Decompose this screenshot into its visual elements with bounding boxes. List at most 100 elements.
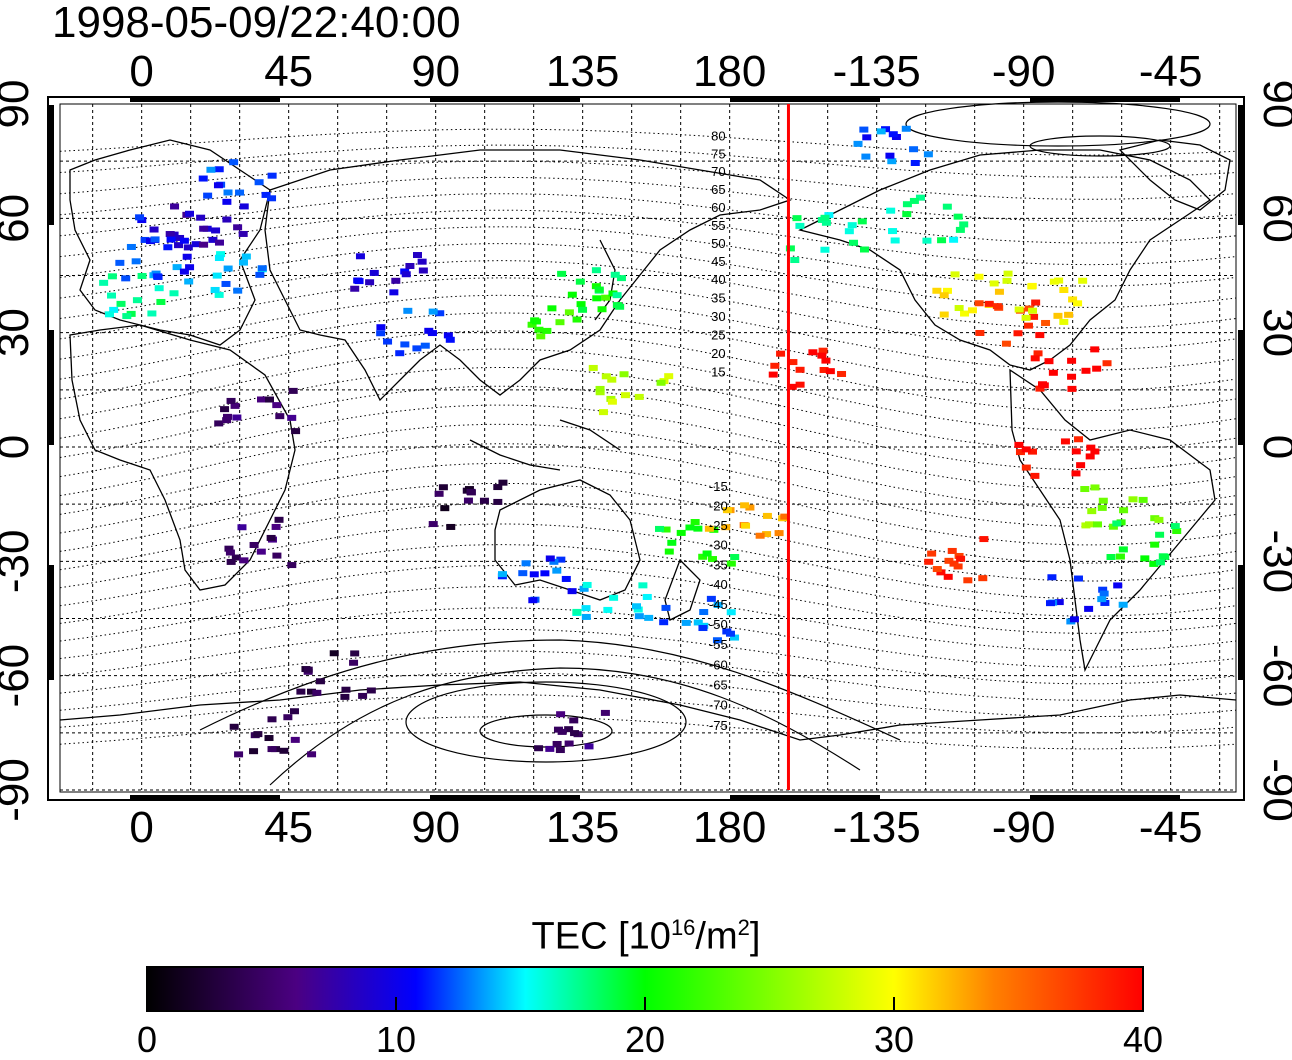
tec-cell bbox=[267, 172, 277, 179]
tec-cell bbox=[699, 609, 709, 616]
tec-cell bbox=[229, 723, 239, 730]
tec-cell bbox=[279, 747, 289, 754]
tec-cell bbox=[932, 566, 942, 573]
lat-tick-label: 0 bbox=[1254, 435, 1292, 459]
tec-cell bbox=[99, 279, 109, 286]
tec-cell bbox=[953, 563, 963, 570]
tec-cell bbox=[730, 554, 740, 561]
tec-cell bbox=[1102, 360, 1112, 367]
magnetic-contour bbox=[59, 650, 1237, 701]
tec-cell bbox=[634, 613, 644, 620]
tec-cell bbox=[239, 557, 249, 564]
tec-cell bbox=[531, 318, 541, 325]
tec-cell bbox=[1172, 528, 1182, 535]
tec-cell bbox=[255, 271, 265, 278]
tec-cell bbox=[206, 166, 216, 173]
lat-tick-label: 60 bbox=[1254, 194, 1292, 243]
magnetic-contour bbox=[59, 366, 1237, 451]
tec-cell bbox=[109, 306, 119, 313]
tec-cell bbox=[994, 288, 1004, 295]
colorbar-title: TEC [1016/m2] bbox=[531, 915, 761, 958]
tec-cell bbox=[498, 479, 508, 486]
tec-cell bbox=[664, 373, 674, 380]
top-axis-ticks: 0 45 90 135 180 -135 -90 -45 bbox=[129, 47, 1202, 96]
tec-cell bbox=[819, 366, 829, 373]
tec-cell bbox=[145, 238, 155, 245]
tec-cell bbox=[886, 207, 896, 214]
tec-cell bbox=[340, 693, 350, 700]
contour-label: 65 bbox=[711, 182, 725, 197]
magnetic-contour bbox=[59, 243, 1237, 308]
tec-cell bbox=[1001, 340, 1011, 347]
tec-cell bbox=[795, 366, 805, 373]
tec-cell bbox=[817, 352, 827, 359]
contour-label: -70 bbox=[709, 698, 728, 713]
tec-cell bbox=[1084, 605, 1094, 612]
tec-cell bbox=[234, 751, 244, 758]
tec-cell bbox=[1149, 560, 1159, 567]
tec-cell bbox=[821, 357, 831, 364]
tec-cell bbox=[1098, 497, 1108, 504]
tec-cell bbox=[289, 708, 299, 715]
magnetic-contour bbox=[59, 462, 1237, 546]
tec-cell bbox=[1039, 382, 1049, 389]
colorbar-ticks bbox=[395, 997, 895, 1011]
tec-cell bbox=[915, 194, 925, 201]
tec-cell bbox=[1080, 486, 1090, 493]
contour-label: -30 bbox=[709, 538, 728, 553]
tec-cell bbox=[211, 227, 221, 234]
tec-cell bbox=[638, 582, 648, 589]
tec-cell bbox=[713, 601, 723, 608]
tec-cell bbox=[597, 306, 607, 313]
tec-cell bbox=[479, 497, 489, 504]
tec-cell bbox=[861, 153, 871, 160]
tec-cell bbox=[257, 265, 267, 272]
tec-cell bbox=[557, 270, 567, 277]
tec-cell bbox=[233, 224, 243, 231]
tec-cell bbox=[1064, 311, 1074, 318]
tec-cell bbox=[1014, 306, 1024, 313]
tec-cell bbox=[287, 414, 297, 421]
tec-cell bbox=[412, 252, 422, 259]
tec-cell bbox=[107, 273, 117, 280]
tec-cell bbox=[582, 581, 592, 588]
tec-cell bbox=[1138, 496, 1148, 503]
tec-cell bbox=[1119, 507, 1129, 514]
tec-cell bbox=[927, 550, 937, 557]
contour-label: 15 bbox=[711, 365, 725, 380]
lat-tick-label: -90 bbox=[0, 758, 38, 822]
tec-cell bbox=[1106, 553, 1116, 560]
tec-cell bbox=[163, 244, 173, 251]
tec-cell bbox=[909, 146, 919, 153]
tec-cell bbox=[264, 735, 274, 742]
tec-cell bbox=[785, 245, 795, 252]
tec-cell bbox=[959, 221, 969, 228]
tec-cell bbox=[1013, 330, 1023, 337]
tec-cell bbox=[888, 228, 898, 235]
tec-cell bbox=[787, 383, 797, 390]
tec-cell bbox=[232, 414, 242, 421]
magnetic-contour bbox=[59, 586, 1237, 651]
contour-label: -15 bbox=[709, 479, 728, 494]
tec-cell bbox=[564, 309, 574, 316]
tec-cell bbox=[287, 562, 297, 569]
tec-cell bbox=[445, 336, 455, 343]
tec-cell bbox=[1084, 521, 1094, 528]
tec-cell bbox=[939, 311, 949, 318]
tec-cell bbox=[542, 327, 552, 334]
tec-cell bbox=[1003, 270, 1013, 277]
tec-cell bbox=[741, 522, 751, 529]
tec-cell bbox=[1044, 358, 1054, 365]
tec-cell bbox=[140, 236, 150, 243]
tec-cell bbox=[497, 571, 507, 578]
tec-cell bbox=[170, 203, 180, 210]
tec-cell bbox=[1098, 586, 1108, 593]
contour-label: 60 bbox=[711, 200, 725, 215]
tec-cell bbox=[230, 402, 240, 409]
tec-cell bbox=[169, 290, 179, 297]
tec-cell bbox=[267, 195, 277, 202]
tec-cell bbox=[238, 259, 248, 266]
tec-cell bbox=[440, 505, 450, 512]
tec-cell bbox=[932, 287, 942, 294]
tec-cell bbox=[984, 300, 994, 307]
